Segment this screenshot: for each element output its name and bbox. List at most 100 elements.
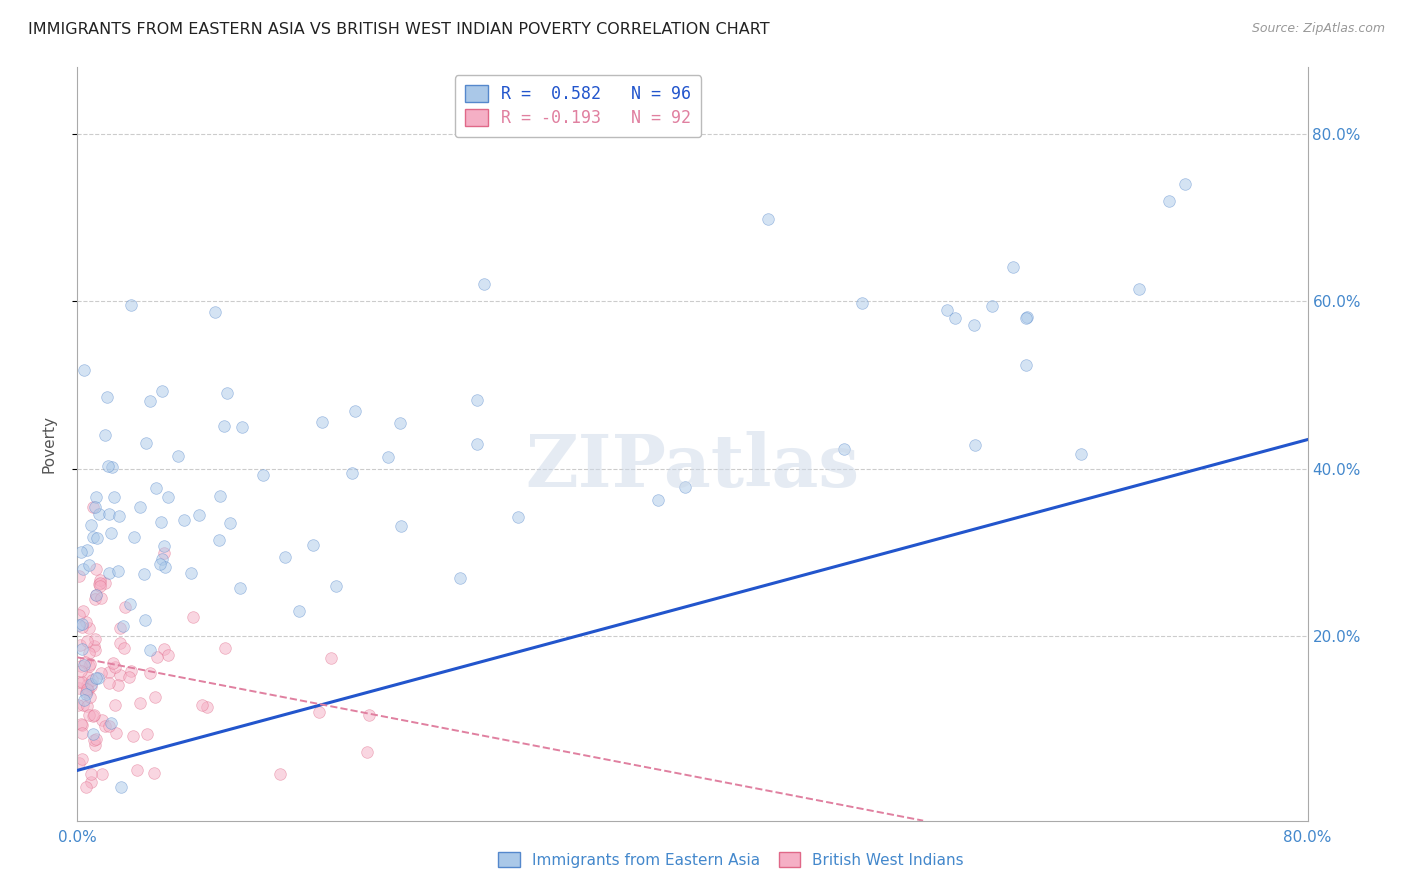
Point — [79, 621, 101, 635]
Point — [77, 682, 100, 697]
Point — [84, 643, 107, 657]
Point — [108, 621, 131, 635]
Point — [103, 490, 125, 504]
Point — [214, 419, 236, 434]
Point — [83, 732, 105, 747]
Point — [152, 642, 174, 657]
Point — [70, 619, 93, 633]
Point — [143, 690, 166, 705]
Point — [110, 780, 132, 794]
Point — [72, 604, 94, 618]
Point — [79, 690, 101, 705]
Point — [73, 692, 96, 706]
Point — [67, 608, 90, 623]
Point — [76, 634, 98, 648]
Point — [73, 655, 96, 669]
Point — [145, 481, 167, 495]
Point — [474, 277, 496, 291]
Point — [101, 656, 124, 670]
Point — [215, 386, 238, 401]
Point — [80, 677, 103, 691]
Point — [97, 458, 120, 473]
Point — [134, 613, 156, 627]
Point — [208, 533, 231, 548]
Point — [204, 305, 226, 319]
Point — [87, 576, 110, 591]
Point — [90, 665, 112, 680]
Point — [84, 561, 107, 575]
Point — [104, 660, 127, 674]
Point — [104, 698, 127, 712]
Point — [108, 508, 131, 523]
Text: ZIPatlas: ZIPatlas — [526, 431, 859, 502]
Point — [229, 581, 252, 595]
Point — [231, 420, 253, 434]
Text: Source: ZipAtlas.com: Source: ZipAtlas.com — [1251, 22, 1385, 36]
Point — [87, 672, 110, 686]
Point — [69, 638, 91, 652]
Point — [166, 450, 188, 464]
Point — [340, 466, 363, 480]
Point — [89, 507, 111, 521]
Point — [93, 719, 115, 733]
Point — [356, 745, 378, 759]
Point — [344, 404, 367, 418]
Legend: Immigrants from Eastern Asia, British West Indians: Immigrants from Eastern Asia, British We… — [491, 844, 972, 875]
Point — [93, 576, 115, 591]
Point — [77, 646, 100, 660]
Point — [82, 673, 104, 687]
Point — [150, 552, 173, 566]
Point — [150, 515, 173, 529]
Point — [84, 588, 107, 602]
Point — [82, 530, 104, 544]
Point — [359, 708, 381, 723]
Point — [79, 657, 101, 671]
Point — [218, 516, 240, 530]
Point — [214, 640, 236, 655]
Point — [647, 492, 669, 507]
Point — [70, 725, 93, 739]
Point — [183, 609, 205, 624]
Point — [72, 363, 94, 377]
Point — [110, 668, 132, 682]
Point — [70, 718, 93, 732]
Point — [89, 573, 111, 587]
Point — [301, 538, 323, 552]
Point — [981, 299, 1004, 313]
Point — [1174, 177, 1197, 191]
Point — [72, 698, 94, 713]
Point — [79, 558, 101, 572]
Point — [389, 519, 412, 533]
Point — [1017, 310, 1039, 324]
Point — [180, 566, 202, 581]
Point — [90, 766, 112, 780]
Point — [72, 562, 94, 576]
Point — [311, 415, 333, 429]
Point — [96, 390, 118, 404]
Point — [138, 665, 160, 680]
Point — [1015, 358, 1038, 372]
Point — [77, 658, 100, 673]
Point — [191, 698, 214, 712]
Point — [132, 567, 155, 582]
Point — [139, 394, 162, 409]
Point — [187, 508, 209, 522]
Point — [67, 569, 90, 583]
Point — [86, 532, 108, 546]
Point — [76, 542, 98, 557]
Point — [122, 530, 145, 544]
Point — [152, 539, 174, 553]
Point — [77, 670, 100, 684]
Point — [1157, 194, 1180, 208]
Point — [80, 679, 103, 693]
Point — [321, 651, 343, 665]
Point — [76, 685, 98, 699]
Point — [963, 438, 986, 452]
Point — [120, 664, 142, 678]
Point — [308, 705, 330, 719]
Point — [112, 641, 135, 656]
Point — [80, 774, 103, 789]
Point — [80, 767, 103, 781]
Point — [274, 550, 297, 565]
Point — [73, 657, 96, 672]
